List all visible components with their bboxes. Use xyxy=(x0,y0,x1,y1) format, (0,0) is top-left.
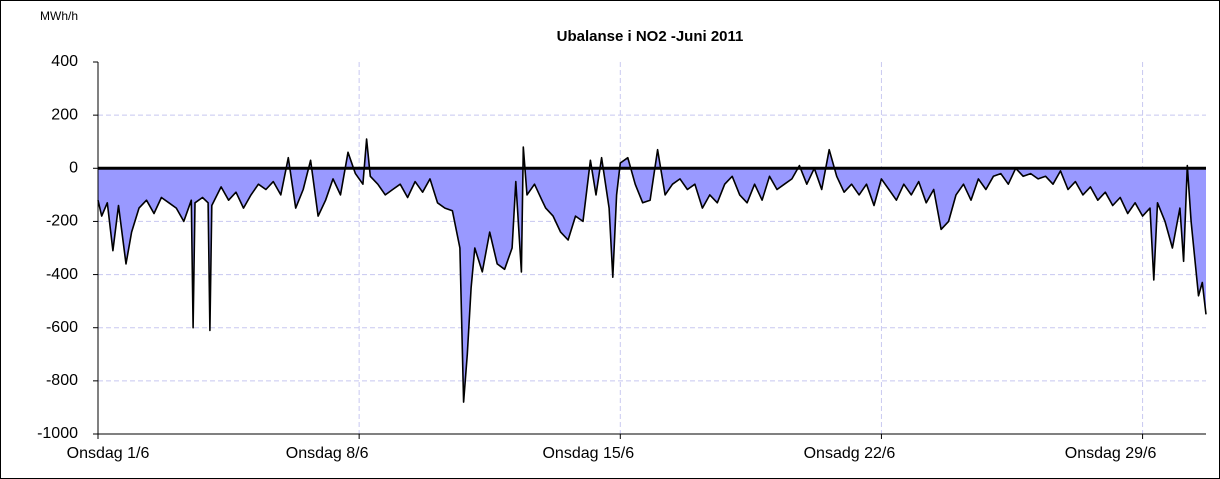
y-tick-label: -200 xyxy=(46,213,78,230)
series-line xyxy=(97,138,1207,403)
y-tick-label: -800 xyxy=(46,372,78,389)
x-tick-label: Onsdag 29/6 xyxy=(1065,445,1157,462)
y-tick-label: -600 xyxy=(46,319,78,336)
y-axis-unit: MWh/h xyxy=(40,9,78,23)
y-tick-label: 400 xyxy=(51,53,78,70)
chart-title: Ubalanse i NO2 -Juni 2011 xyxy=(557,28,744,45)
y-tick-label: -400 xyxy=(46,266,78,283)
x-tick-label: Onsadg 22/6 xyxy=(804,445,896,462)
x-tick-label: Onsdag 15/6 xyxy=(542,445,634,462)
y-tick-label: 200 xyxy=(51,106,78,123)
x-tick-label: Onsdag 8/6 xyxy=(286,445,369,462)
x-tick-label: Onsdag 1/6 xyxy=(67,445,150,462)
y-tick-label: 0 xyxy=(69,160,78,177)
y-tick-label: -1000 xyxy=(37,425,78,442)
